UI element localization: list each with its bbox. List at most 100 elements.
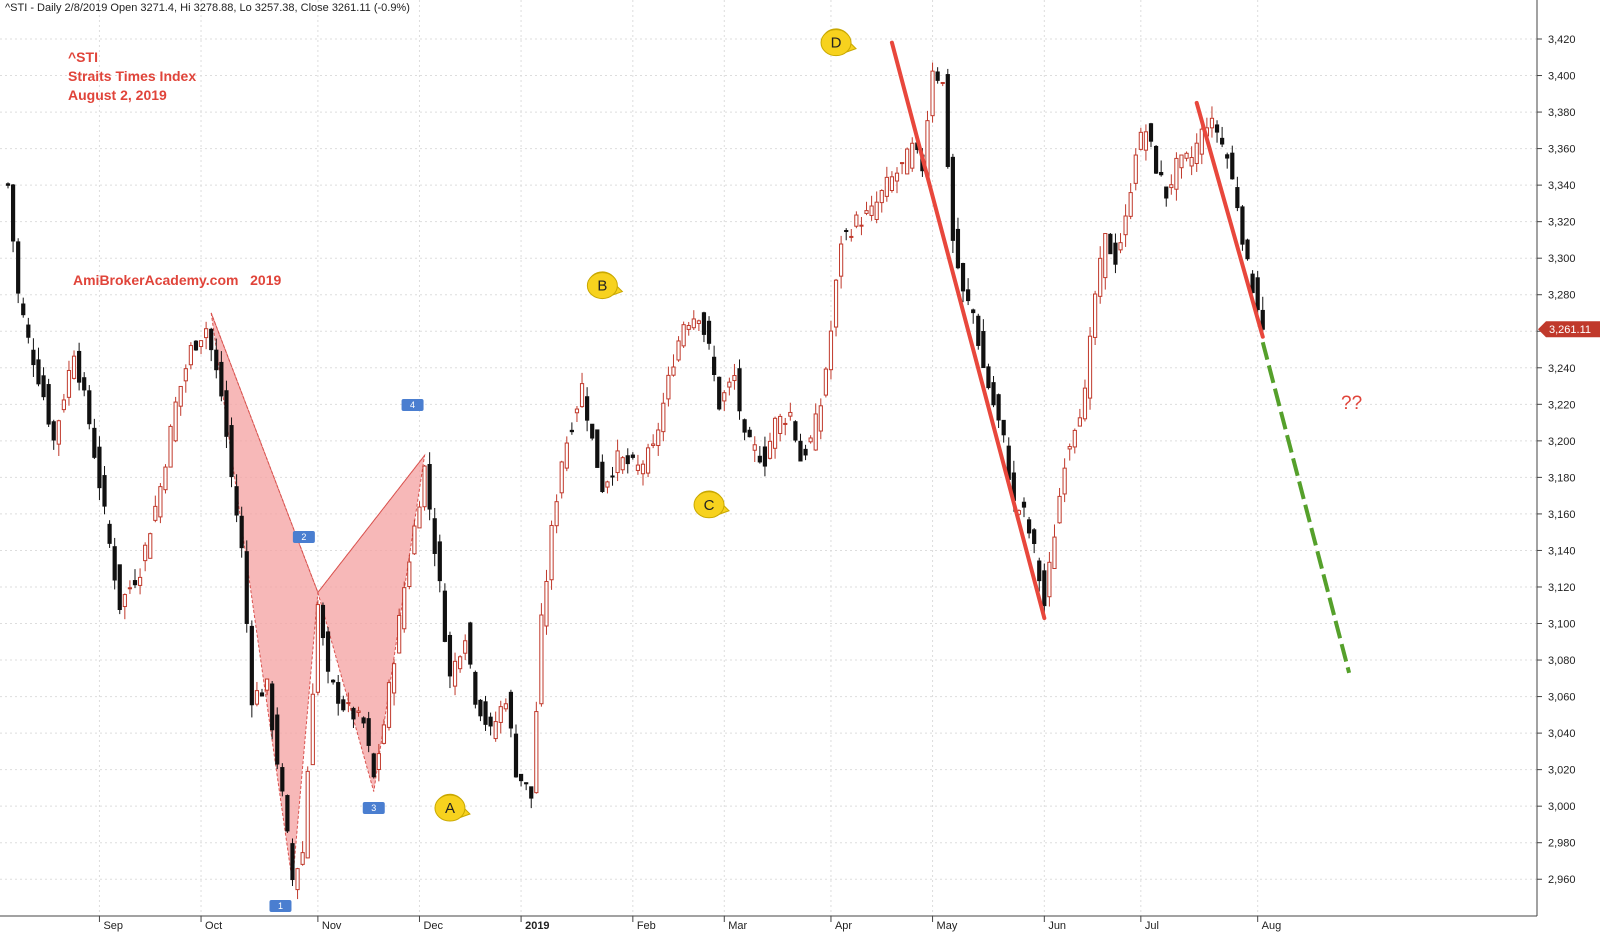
pattern-point-box-bg (362, 802, 385, 814)
candle-body (463, 640, 468, 654)
candle-body (488, 716, 493, 727)
candle-body (493, 721, 498, 740)
candle-body (752, 444, 757, 451)
candle-body (706, 320, 712, 344)
pattern-point-label: 2 (301, 532, 306, 542)
price-tick-label: 3,340 (1548, 180, 1576, 192)
candle-body (107, 523, 112, 544)
candle-body (645, 447, 651, 474)
candle-body (143, 544, 148, 562)
candle-body (889, 176, 895, 192)
candle-body (1072, 429, 1077, 448)
pattern-point-label: 3 (371, 803, 376, 813)
candle-body (767, 440, 773, 459)
candle-body (1214, 124, 1220, 133)
candle-body (1118, 242, 1123, 251)
candle-body (772, 417, 778, 449)
candle-body (173, 401, 178, 442)
candle-body (163, 466, 168, 491)
price-tick-label: 2,980 (1548, 838, 1576, 850)
candle-body (234, 486, 239, 516)
candle-body (1199, 128, 1204, 155)
callout-bubble-body (820, 29, 852, 57)
candle-body (762, 446, 768, 467)
candle-body (56, 420, 61, 445)
candle-body (402, 587, 407, 630)
callout-bubble-body (586, 272, 618, 300)
candle-body (722, 392, 727, 402)
candle-body (1194, 142, 1199, 164)
candle-body (1164, 186, 1169, 199)
candle-body (1052, 536, 1057, 570)
candle-body (224, 390, 229, 437)
candle-body (290, 843, 295, 881)
chart-header-info: ^STI - Daily 2/8/2019 Open 3271.4, Hi 32… (5, 2, 410, 14)
candle-body (371, 753, 376, 778)
candle-body (1179, 154, 1184, 169)
candle-body (991, 382, 996, 406)
candle-body (559, 461, 564, 494)
candle-body (264, 678, 270, 691)
price-tick-label: 3,160 (1548, 509, 1576, 521)
candle-body (823, 368, 828, 396)
candle-body (16, 241, 21, 294)
candle-body (458, 656, 463, 670)
candle-body (61, 399, 66, 411)
candle-body (579, 383, 585, 408)
candle-body (102, 475, 107, 507)
candle-body (508, 691, 514, 729)
candle-body (5, 183, 11, 186)
pattern-point-box-bg (269, 900, 292, 912)
candle-body (549, 524, 554, 581)
candle-body (183, 368, 188, 382)
callout-label: D (831, 35, 842, 52)
callout-label: C (704, 497, 715, 514)
time-tick-label: Jul (1145, 920, 1159, 932)
candle-body (1148, 123, 1154, 142)
callout-b: B (586, 271, 624, 300)
candle-body (437, 541, 442, 582)
price-tick-label: 3,420 (1548, 34, 1576, 46)
candle-body (112, 546, 117, 581)
candle-body (671, 366, 676, 376)
candle-body (1245, 239, 1250, 260)
candle-body (976, 315, 981, 346)
price-tick-label: 3,180 (1548, 472, 1576, 484)
candle-body (905, 148, 910, 175)
candle-body (498, 706, 503, 723)
candle-body (1209, 117, 1215, 129)
candle-body (717, 376, 722, 410)
candle-body (1220, 137, 1225, 145)
candle-body (620, 457, 625, 471)
candle-body (117, 564, 122, 611)
price-tick-label: 3,240 (1548, 363, 1576, 375)
pattern-point-label: 4 (410, 400, 415, 410)
candle-body (204, 328, 209, 339)
candle-body (41, 375, 46, 398)
time-tick-label: Aug (1262, 920, 1282, 932)
candle-body (270, 683, 275, 731)
candle-body (793, 421, 798, 441)
candle-body (585, 396, 590, 421)
candle-body (854, 214, 859, 227)
candle-body (1047, 561, 1052, 598)
candle-body (712, 356, 717, 375)
callout-bubble-body (434, 794, 466, 822)
candle-body (737, 368, 742, 412)
candle-body (468, 622, 473, 665)
candle-body (1169, 184, 1174, 189)
candle-body (656, 429, 661, 447)
candle-body (524, 782, 529, 785)
callouts: A B C D 1 2 3 4 (269, 28, 857, 912)
candle-body (839, 243, 844, 277)
candle-body (955, 228, 961, 269)
candle-body (36, 359, 41, 385)
candle-body (1174, 157, 1179, 190)
candle-body (137, 576, 143, 586)
callout-bubble-body (693, 491, 725, 519)
date-label: August 2, 2019 (68, 87, 167, 103)
candle-body (417, 506, 422, 529)
ticker-label: ^STI (68, 49, 98, 65)
candle-body (92, 427, 97, 458)
